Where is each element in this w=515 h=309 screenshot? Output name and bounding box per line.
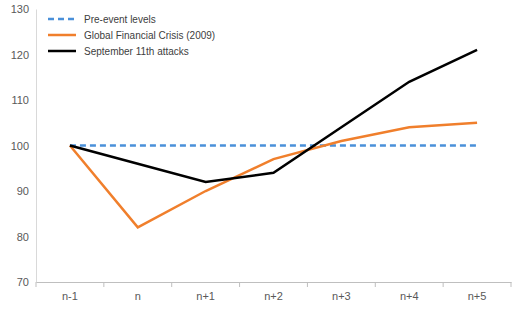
y-tick-label: 80 — [17, 231, 29, 243]
series-line — [70, 144, 477, 147]
legend-label: Pre-event levels — [84, 14, 156, 25]
x-tick: n+3 — [332, 282, 351, 302]
y-tick-label: 90 — [17, 185, 29, 197]
x-tick-label: n+5 — [468, 290, 487, 302]
category-separator — [443, 282, 444, 287]
category-separator — [511, 282, 512, 287]
y-tick: 100 — [11, 140, 36, 152]
x-tick: n+1 — [196, 282, 215, 302]
x-axis: n-1 n n+1 n+2 n+3 n+4 n+5 — [37, 282, 512, 302]
category-separator — [375, 282, 376, 287]
legend: Pre-event levels Global Financial Crisis … — [48, 14, 215, 57]
y-tick: 120 — [11, 49, 36, 61]
y-axis: 70 80 90 100 110 120 130 — [11, 3, 37, 288]
category-separator — [103, 282, 104, 287]
legend-item: Pre-event levels — [48, 14, 156, 25]
x-tick-label: n+4 — [400, 290, 419, 302]
x-tick: n+2 — [264, 282, 283, 302]
x-tick-label: n+2 — [264, 290, 283, 302]
y-tick: 130 — [11, 3, 36, 15]
chart: 70 80 90 100 110 120 130 n-1 n n+1 n+2 n+3 n+4 n+5 Pre… — [0, 0, 515, 309]
y-tick-label: 130 — [11, 3, 29, 15]
x-tick-label: n — [135, 290, 141, 302]
category-separator — [239, 282, 240, 287]
x-tick: n — [135, 282, 141, 302]
legend-label: September 11th attacks — [84, 46, 189, 57]
category-separator — [307, 282, 308, 287]
y-tick-label: 100 — [11, 140, 29, 152]
series-line — [70, 123, 477, 228]
legend-item: Global Financial Crisis (2009) — [48, 30, 215, 41]
x-tick: n-1 — [62, 282, 78, 302]
x-tick: n+4 — [400, 282, 419, 302]
series-line — [70, 50, 477, 182]
category-separator — [171, 282, 172, 287]
legend-label: Global Financial Crisis (2009) — [84, 30, 215, 41]
y-tick: 110 — [11, 94, 36, 106]
series-lines — [70, 50, 477, 227]
y-tick-label: 110 — [11, 94, 29, 106]
y-axis-line — [36, 10, 37, 283]
category-separator — [36, 282, 37, 287]
x-tick: n+5 — [468, 282, 487, 302]
legend-swatch — [48, 18, 76, 21]
legend-swatch — [48, 50, 76, 53]
plot: 70 80 90 100 110 120 130 n-1 n n+1 n+2 n+3 n+4 n+5 Pre… — [11, 3, 512, 302]
y-tick: 70 — [17, 276, 36, 288]
legend-item: September 11th attacks — [48, 46, 189, 57]
x-tick-label: n+3 — [332, 290, 351, 302]
y-tick: 90 — [17, 185, 36, 197]
x-axis-line — [37, 282, 512, 283]
y-tick-label: 120 — [11, 49, 29, 61]
x-tick-label: n+1 — [196, 290, 215, 302]
y-tick: 80 — [17, 231, 36, 243]
legend-swatch — [48, 34, 76, 37]
x-tick-label: n-1 — [62, 290, 78, 302]
y-tick-label: 70 — [17, 276, 29, 288]
